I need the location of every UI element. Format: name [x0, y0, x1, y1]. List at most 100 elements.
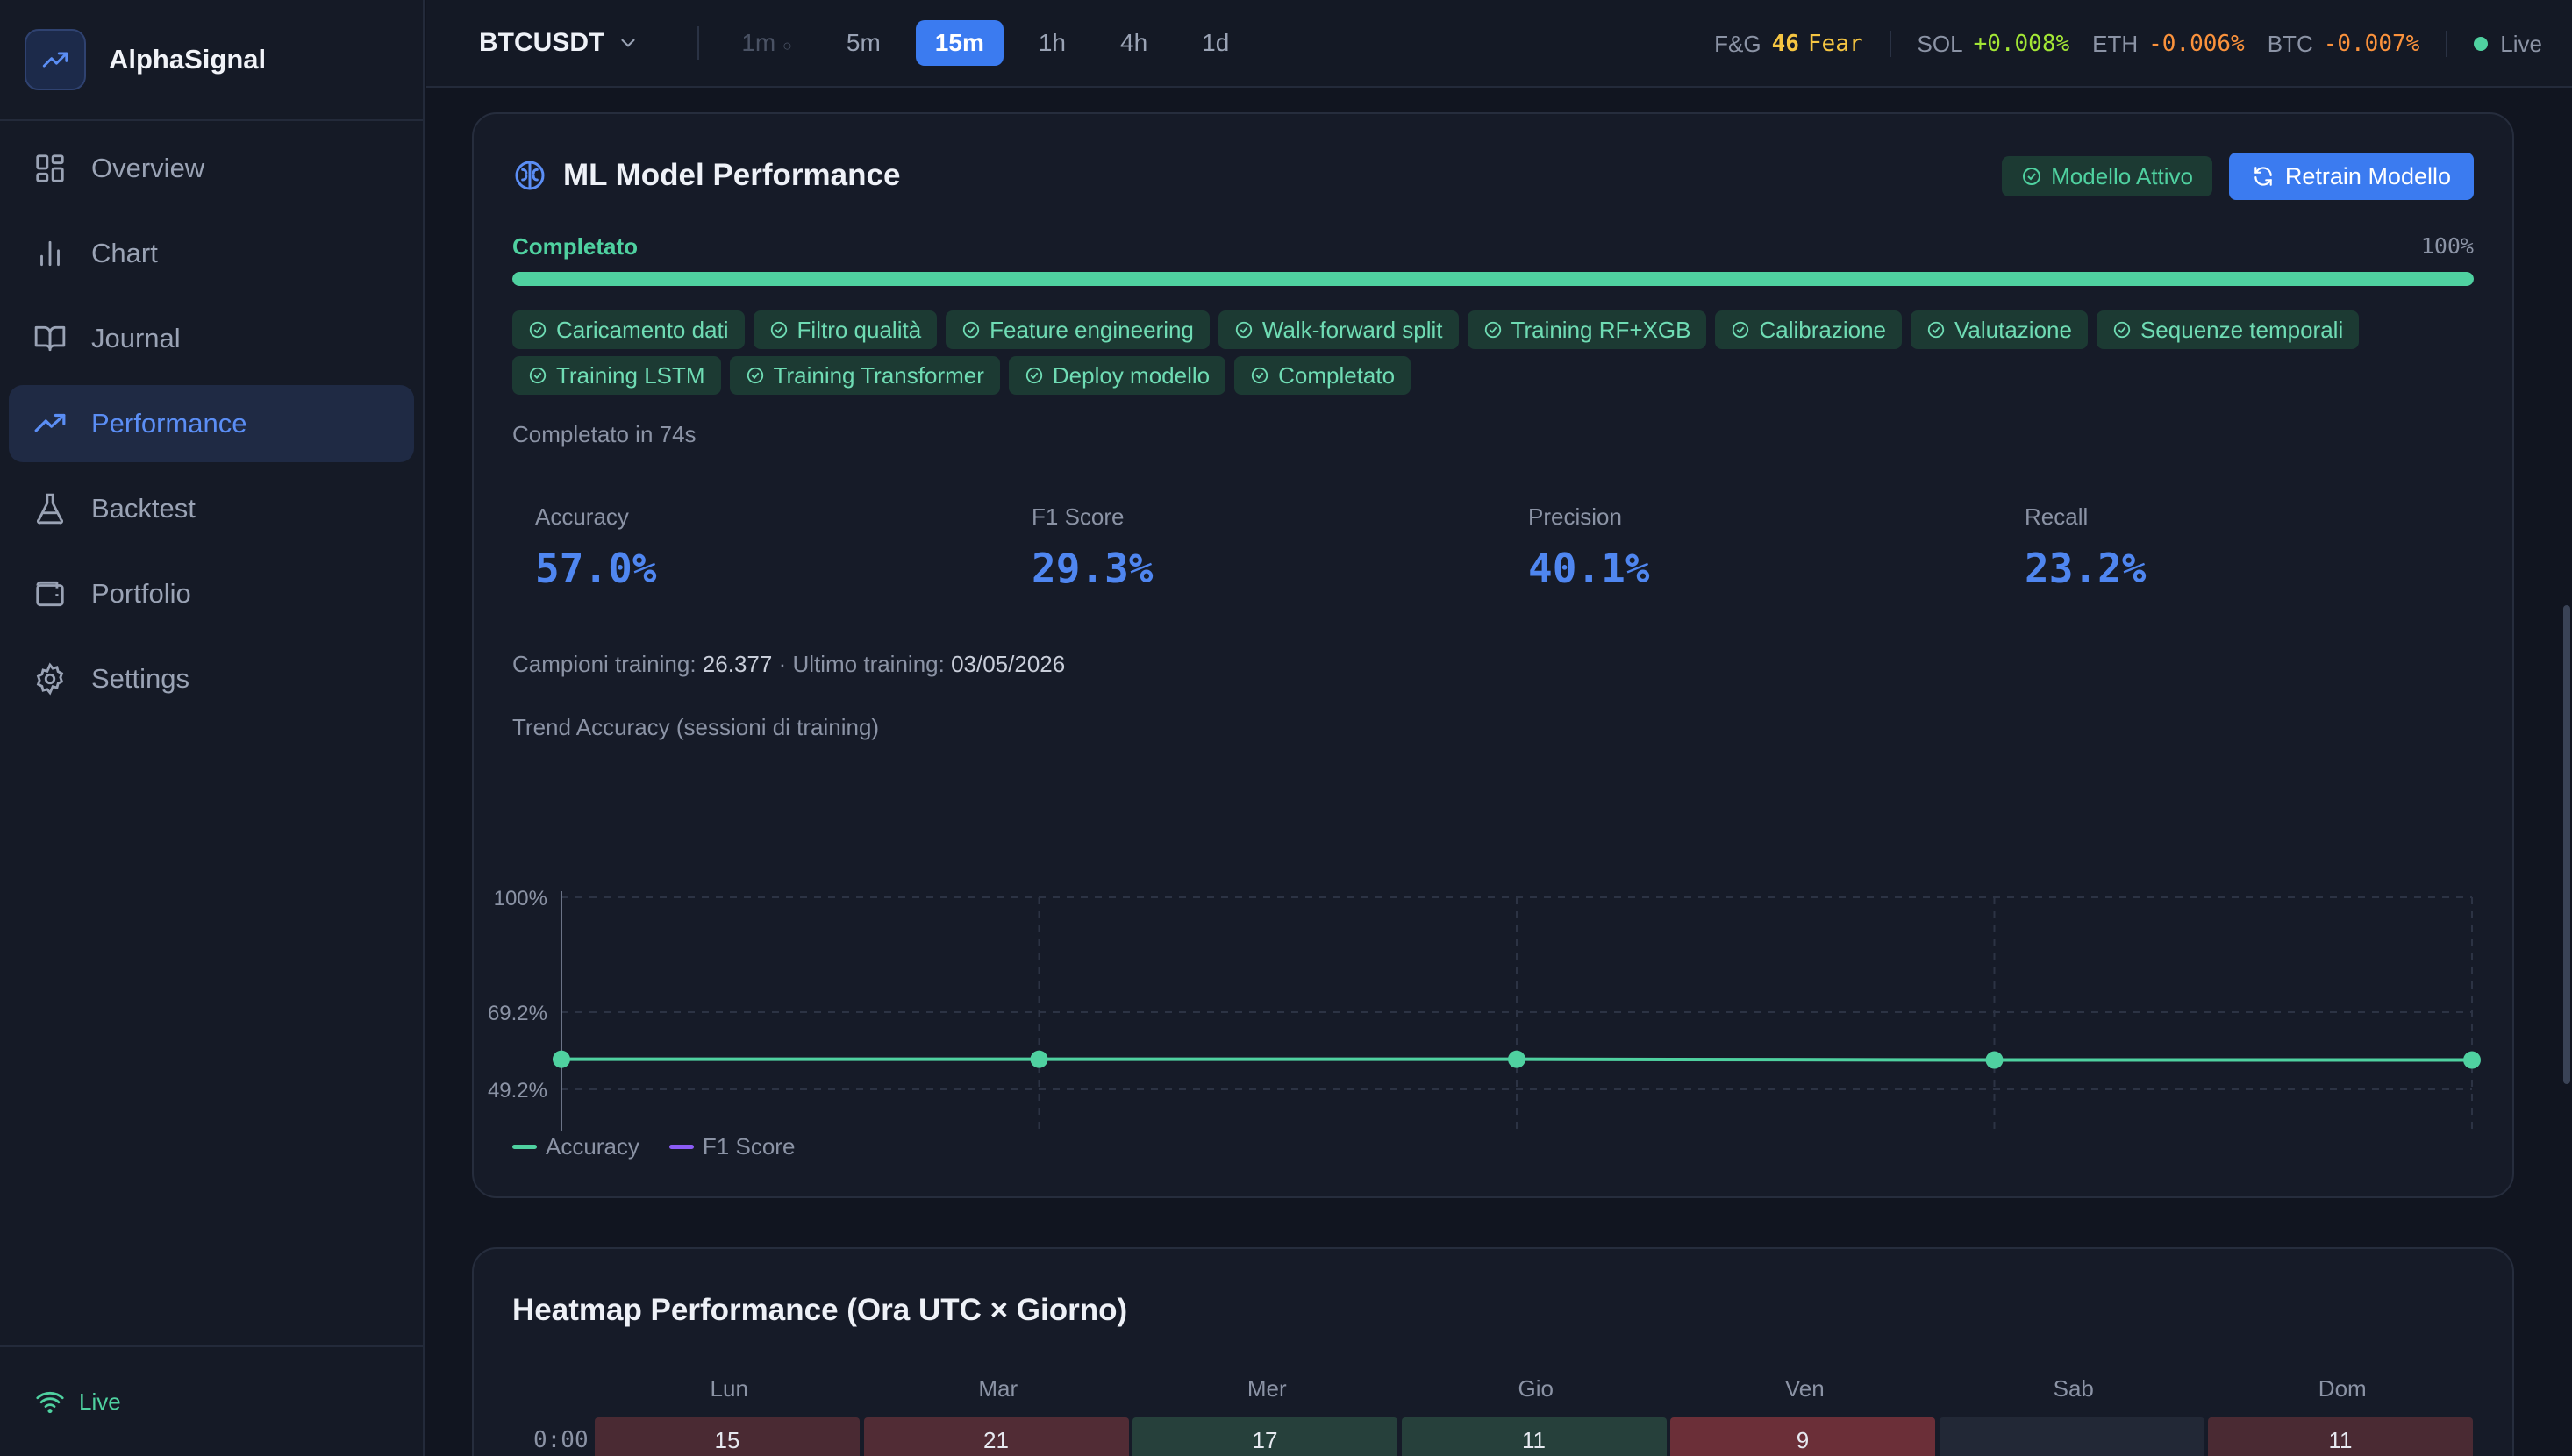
legend-label: Accuracy [546, 1133, 639, 1160]
heatmap-cell[interactable]: 9 [1670, 1417, 1935, 1456]
pipeline-step-label: Completato [1278, 361, 1396, 389]
timeframe-1d[interactable]: 1d [1202, 29, 1230, 56]
check-circle-icon [1484, 321, 1501, 339]
pipeline-step: Training LSTM [512, 356, 721, 395]
heatmap-cell[interactable]: 17 [1132, 1417, 1397, 1456]
sidebar: AlphaSignal Overview Chart Journal Perfo… [0, 0, 425, 1456]
timeframe-1m[interactable]: 1m ○ [722, 20, 811, 66]
timeframe-label: 1m [741, 29, 776, 56]
pipeline-step: Sequenze temporali [2096, 310, 2360, 349]
model-status-label: Modello Attivo [2051, 162, 2193, 189]
sidebar-item-journal[interactable]: Journal [9, 300, 414, 377]
metric-f1-score: F1 Score 29.3% [1032, 503, 1153, 592]
data-point-accuracy [1508, 1050, 1525, 1068]
metric-label: F1 Score [1032, 503, 1125, 530]
ticker-eth: ETH -0.006% [2092, 31, 2245, 58]
y-tick-label: 49.2% [488, 1079, 547, 1103]
sidebar-item-settings[interactable]: Settings [9, 640, 414, 717]
heatmap-day: Lun [710, 1375, 748, 1402]
timeframe-4h[interactable]: 4h [1120, 29, 1148, 56]
ml-model-performance-card: ML Model Performance Modello Attivo Retr… [472, 112, 2514, 1198]
connection-status-label: Live [79, 1388, 121, 1415]
pipeline-step: Calibrazione [1715, 310, 1903, 349]
brain-icon [515, 161, 545, 190]
bar-chart-icon [40, 240, 60, 267]
wifi-icon [36, 1391, 64, 1414]
pipeline-step-label: Valutazione [1954, 316, 2072, 343]
live-label: Live [2500, 30, 2542, 57]
scrollbar-thumb[interactable] [2563, 605, 2570, 1084]
card-title-text: ML Model Performance [563, 158, 901, 192]
sidebar-item-backtest[interactable]: Backtest [9, 470, 414, 547]
timeframe-15m[interactable]: 15m [915, 20, 1004, 66]
check-circle-icon [529, 367, 547, 384]
legend-item-f1-score[interactable]: F1 Score [668, 1133, 796, 1160]
fear-greed-text: Fear [1807, 31, 1863, 57]
legend-item-accuracy[interactable]: Accuracy [512, 1133, 639, 1160]
ticker-btc: BTC -0.007% [2268, 31, 2420, 58]
progress-bar [512, 272, 2474, 286]
y-tick-label: 69.2% [488, 1002, 547, 1025]
legend-swatch [668, 1145, 694, 1149]
ticker-change: -0.006% [2148, 31, 2245, 57]
training-samples-value: 26.377 [702, 651, 773, 677]
heatmap-performance-card: Heatmap Performance (Ora UTC × Giorno) L… [472, 1247, 2514, 1456]
pipeline-step-label: Training LSTM [556, 361, 705, 389]
ticker-label: BTC [2267, 30, 2313, 57]
sidebar-item-portfolio[interactable]: Portfolio [9, 555, 414, 632]
pipeline-step: Filtro qualità [753, 310, 938, 349]
sidebar-item-label: Settings [91, 663, 190, 694]
divider [1889, 31, 1891, 57]
sidebar-item-label: Journal [91, 323, 181, 353]
heatmap-cell[interactable]: 11 [1401, 1417, 1667, 1456]
check-circle-icon [1733, 321, 1749, 339]
retrain-model-button[interactable]: Retrain Modello [2228, 153, 2474, 200]
metric-precision: Precision 40.1% [1528, 503, 1649, 592]
heatmap-hour-label: 0:00 [533, 1427, 589, 1453]
sidebar-item-label: Overview [91, 153, 205, 183]
ticker-change: +0.008% [1973, 31, 2070, 57]
gear-icon [36, 662, 64, 696]
ticker-label: ETH [2092, 30, 2139, 57]
data-point-accuracy [1030, 1050, 1048, 1068]
heatmap-cell[interactable]: 21 [863, 1417, 1129, 1456]
legend-swatch [512, 1145, 537, 1149]
metric-accuracy: Accuracy 57.0% [535, 503, 656, 592]
timeframe-5m[interactable]: 5m [846, 29, 881, 56]
pipeline-step-label: Feature engineering [990, 316, 1194, 343]
scrollbar[interactable] [2561, 89, 2572, 1456]
heatmap-day-headers: Lun Mar Mer Gio Ven Sab Dom [595, 1375, 2477, 1402]
sidebar-nav: Overview Chart Journal Performance Backt… [0, 121, 423, 734]
symbol-selector[interactable]: BTCUSDT [479, 28, 639, 58]
check-circle-icon [2023, 168, 2041, 185]
timeframe-1h[interactable]: 1h [1038, 29, 1066, 56]
pipeline-step-label: Calibrazione [1759, 316, 1887, 343]
brand-name: AlphaSignal [109, 44, 267, 75]
model-status-badge: Modello Attivo [2002, 156, 2212, 196]
heatmap-title: Heatmap Performance (Ora UTC × Giorno) [512, 1293, 1128, 1327]
sidebar-item-performance[interactable]: Performance [9, 385, 414, 462]
heatmap-day: Gio [1518, 1375, 1554, 1402]
heatmap-cell[interactable]: 15 [595, 1417, 860, 1456]
legend-label: F1 Score [702, 1133, 796, 1160]
check-circle-icon [1025, 367, 1043, 384]
heatmap-row: 0:00 15 21 17 11 9 11 [512, 1417, 2477, 1456]
metric-label: Accuracy [535, 503, 629, 530]
check-circle-icon [1927, 321, 1945, 339]
retrain-model-label: Retrain Modello [2284, 162, 2451, 189]
heatmap-day: Dom [2318, 1375, 2367, 1402]
last-training-value: 03/05/2026 [951, 651, 1066, 677]
brand[interactable]: AlphaSignal [0, 0, 423, 121]
pipeline-step-label: Caricamento dati [556, 316, 729, 343]
heatmap-day: Mer [1247, 1375, 1287, 1402]
sidebar-item-overview[interactable]: Overview [9, 130, 414, 207]
sidebar-item-label: Chart [91, 238, 158, 268]
heatmap-cell[interactable]: 11 [2208, 1417, 2473, 1456]
sidebar-item-chart[interactable]: Chart [9, 215, 414, 292]
divider [2446, 31, 2448, 57]
metric-recall: Recall 23.2% [2025, 503, 2146, 592]
heatmap-cell[interactable] [1939, 1417, 2204, 1456]
wallet-icon [36, 581, 64, 607]
data-point-accuracy [1985, 1051, 2004, 1069]
live-dot-icon [2474, 37, 2489, 51]
